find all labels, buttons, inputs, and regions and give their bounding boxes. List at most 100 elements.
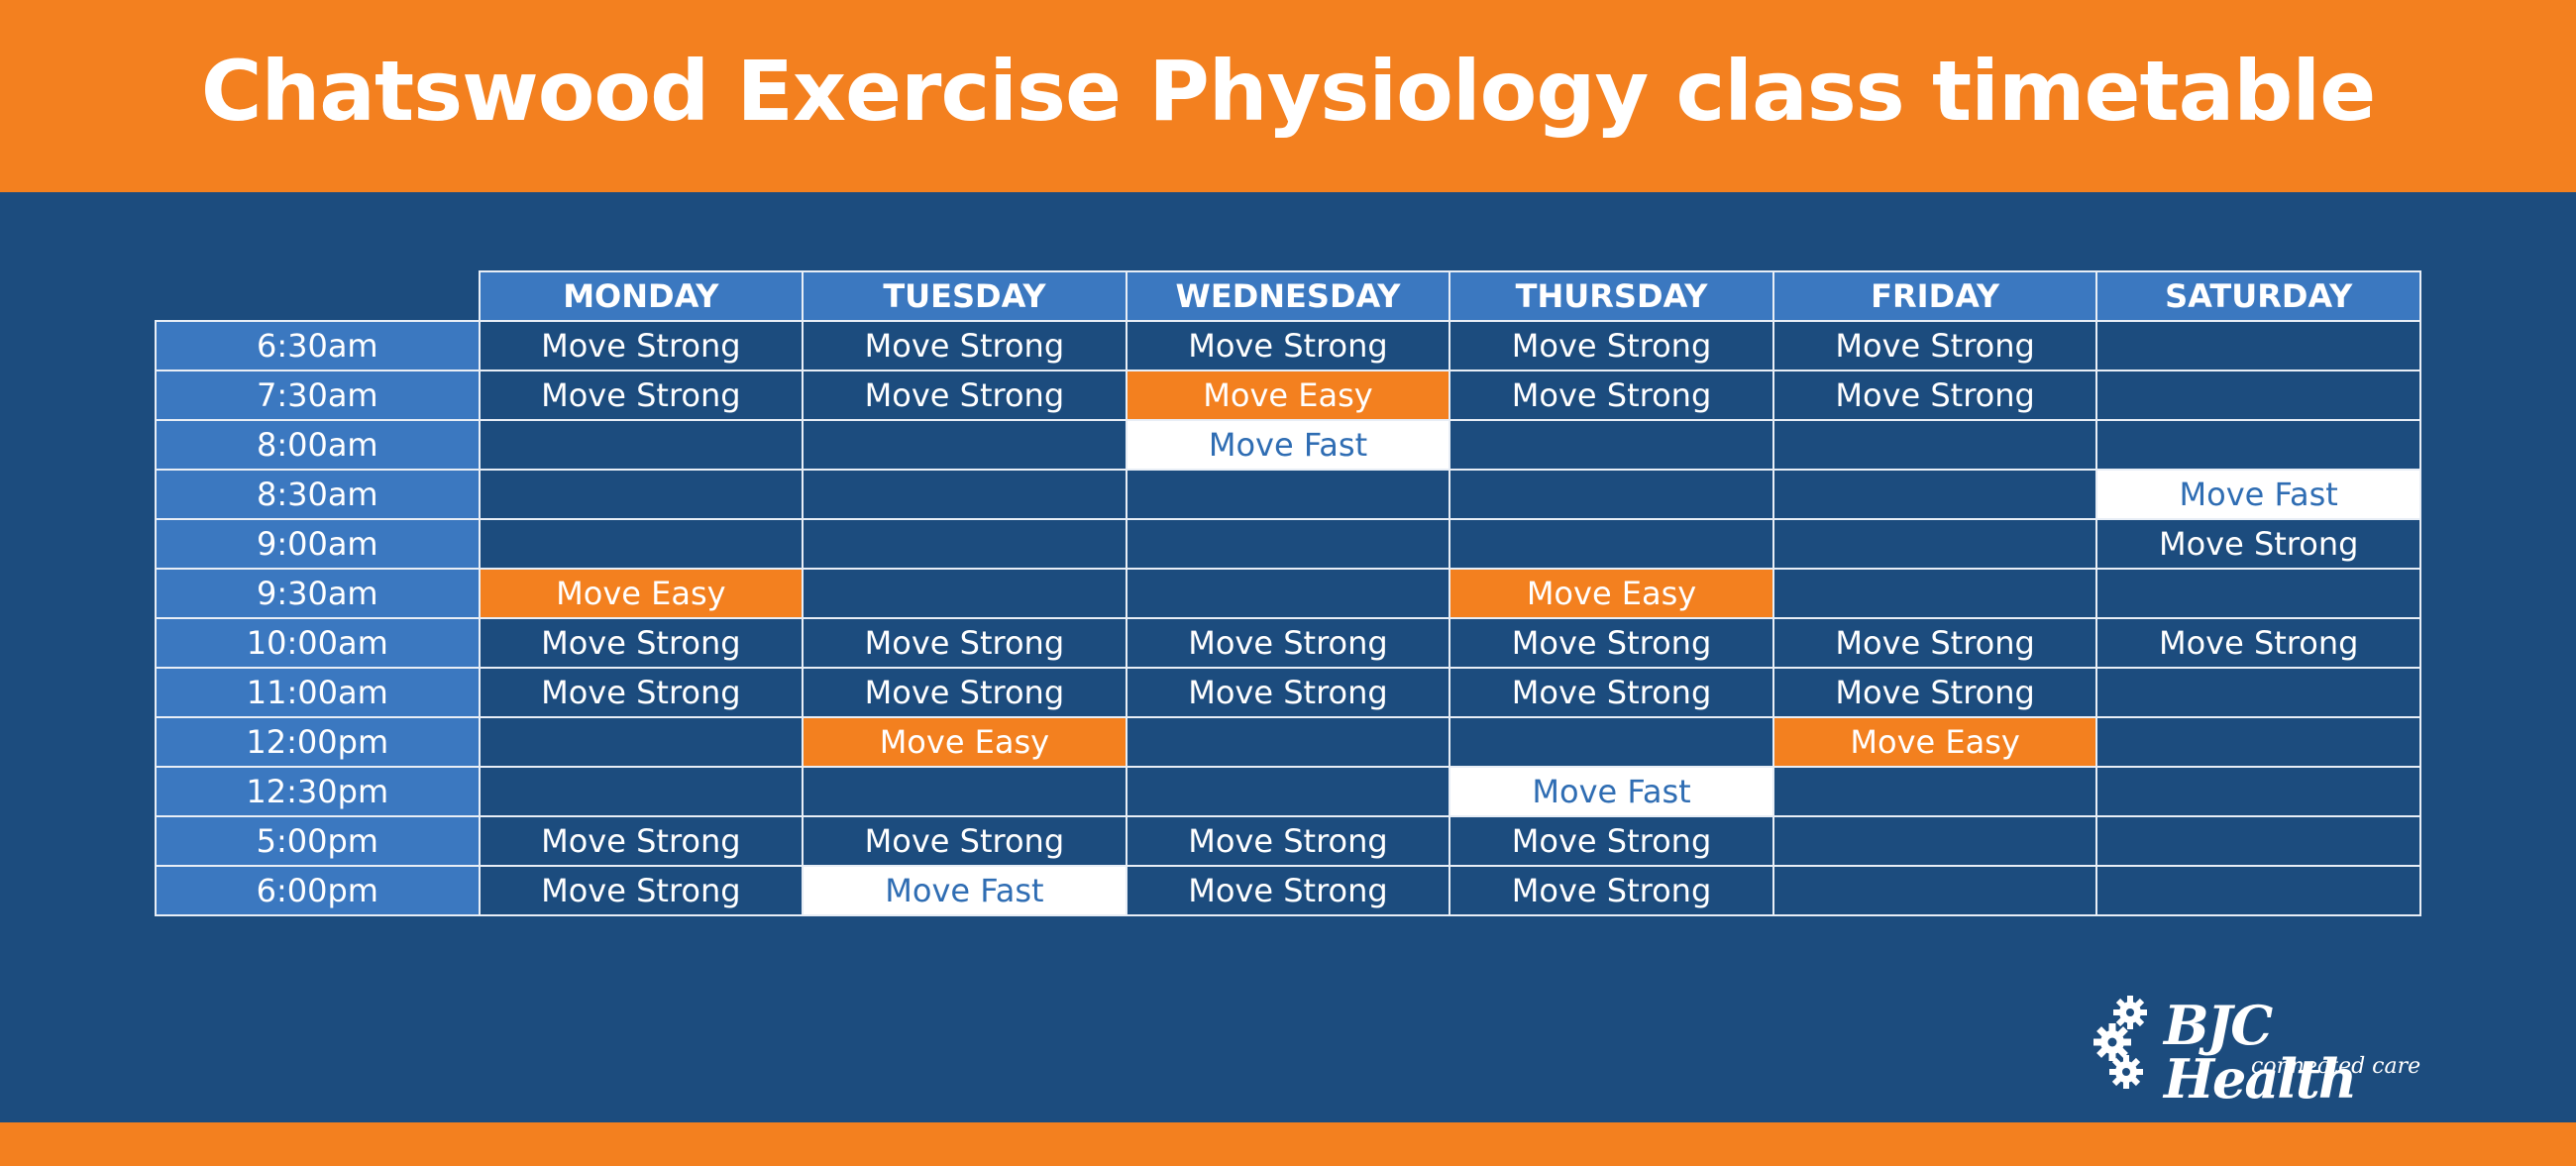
title-banner: Chatswood Exercise Physiology class time… [0, 0, 2576, 192]
class-cell-friday: Move Strong [1771, 320, 2098, 371]
timetable-body: 6:30am Move Strong Move Strong Move Strong M… [155, 320, 2421, 916]
empty-cell-thursday [1449, 469, 1774, 520]
empty-cell-monday [478, 469, 805, 520]
day-header-friday: FRIDAY [1771, 270, 2098, 322]
empty-cell-monday [478, 419, 805, 471]
empty-cell-friday [1771, 518, 2098, 570]
empty-cell-thursday [1449, 419, 1774, 471]
empty-cell-saturday [2095, 865, 2421, 916]
empty-cell-monday [478, 518, 805, 570]
time-slot-label: 12:00pm [155, 716, 481, 768]
class-cell-monday: Move Strong [478, 865, 805, 916]
empty-cell-thursday [1449, 518, 1774, 570]
class-cell-monday: Move Easy [478, 568, 805, 619]
class-cell-friday: Move Strong [1771, 617, 2098, 669]
class-cell-wednesday: Move Strong [1125, 667, 1451, 718]
empty-cell-saturday [2095, 667, 2421, 718]
empty-cell-tuesday [802, 518, 1127, 570]
table-row: 12:00pm Move Easy Move Easy [155, 716, 2421, 768]
time-slot-label: 7:30am [155, 370, 481, 421]
table-row: 7:30am Move Strong Move Strong Move Easy Mov… [155, 370, 2421, 421]
empty-cell-tuesday [802, 568, 1127, 619]
empty-cell-friday [1771, 815, 2098, 867]
class-cell-monday: Move Strong [478, 370, 805, 421]
table-row: 11:00am Move Strong Move Strong Move Strong… [155, 667, 2421, 718]
class-cell-monday: Move Strong [478, 667, 805, 718]
class-cell-wednesday: Move Strong [1125, 320, 1451, 371]
table-row: 9:00am Move Strong [155, 518, 2421, 570]
empty-cell-saturday [2095, 716, 2421, 768]
empty-cell-friday [1771, 469, 2098, 520]
table-row: 6:00pm Move Strong Move Fast Move Strong Mov… [155, 865, 2421, 916]
bjc-health-logo: BJC Health connected care [2091, 991, 2427, 1106]
class-cell-thursday: Move Strong [1449, 667, 1774, 718]
time-slot-label: 9:30am [155, 568, 481, 619]
class-cell-monday: Move Strong [478, 617, 805, 669]
class-timetable: MONDAY TUESDAY WEDNESDAY THURSDAY FRIDAY… [155, 270, 2421, 916]
empty-cell-wednesday [1125, 716, 1451, 768]
class-cell-saturday: Move Fast [2095, 469, 2421, 520]
class-cell-monday: Move Strong [478, 815, 805, 867]
class-cell-thursday: Move Strong [1449, 370, 1774, 421]
table-row: 8:00am Move Fast [155, 419, 2421, 471]
table-row: 9:30am Move Easy Move Easy [155, 568, 2421, 619]
logo-wordmark: BJC Health [2164, 994, 2357, 1111]
class-cell-thursday: Move Strong [1449, 865, 1774, 916]
empty-cell-tuesday [802, 766, 1127, 817]
class-cell-tuesday: Move Strong [802, 320, 1127, 371]
class-cell-thursday: Move Easy [1449, 568, 1774, 619]
class-cell-tuesday: Move Strong [802, 667, 1127, 718]
class-cell-thursday: Move Strong [1449, 320, 1774, 371]
logo-tagline: connected care [2251, 1054, 2421, 1079]
class-cell-tuesday: Move Strong [802, 370, 1127, 421]
empty-cell-tuesday [802, 469, 1127, 520]
corner-cell [156, 271, 480, 321]
day-header-row: MONDAY TUESDAY WEDNESDAY THURSDAY FRIDAY… [156, 270, 2421, 322]
empty-cell-saturday [2095, 419, 2421, 471]
empty-cell-saturday [2095, 370, 2421, 421]
page-title: Chatswood Exercise Physiology class time… [200, 43, 2376, 140]
time-slot-label: 11:00am [155, 667, 481, 718]
time-slot-label: 6:30am [155, 320, 481, 371]
class-cell-saturday: Move Strong [2095, 518, 2421, 570]
empty-cell-wednesday [1125, 518, 1451, 570]
class-cell-tuesday: Move Easy [802, 716, 1127, 768]
class-cell-tuesday: Move Strong [802, 815, 1127, 867]
day-header-saturday: SATURDAY [2095, 270, 2421, 322]
class-cell-wednesday: Move Strong [1125, 815, 1451, 867]
time-slot-label: 10:00am [155, 617, 481, 669]
class-cell-friday: Move Easy [1771, 716, 2098, 768]
empty-cell-wednesday [1125, 469, 1451, 520]
day-header-tuesday: TUESDAY [802, 270, 1127, 322]
class-cell-friday: Move Strong [1771, 370, 2098, 421]
empty-cell-saturday [2095, 815, 2421, 867]
time-slot-label: 8:30am [155, 469, 481, 520]
table-row: 12:30pm Move Fast [155, 766, 2421, 817]
class-cell-tuesday: Move Fast [802, 865, 1127, 916]
day-header-wednesday: WEDNESDAY [1125, 270, 1451, 322]
footer-band [0, 1122, 2576, 1166]
empty-cell-friday [1771, 766, 2098, 817]
empty-cell-friday [1771, 865, 2098, 916]
class-cell-tuesday: Move Strong [802, 617, 1127, 669]
empty-cell-friday [1771, 568, 2098, 619]
time-slot-label: 6:00pm [155, 865, 481, 916]
class-cell-thursday: Move Strong [1449, 617, 1774, 669]
empty-cell-wednesday [1125, 568, 1451, 619]
table-row: 10:00am Move Strong Move Strong Move Strong… [155, 617, 2421, 669]
class-cell-friday: Move Strong [1771, 667, 2098, 718]
empty-cell-friday [1771, 419, 2098, 471]
empty-cell-saturday [2095, 766, 2421, 817]
empty-cell-thursday [1449, 716, 1774, 768]
class-cell-thursday: Move Strong [1449, 815, 1774, 867]
time-slot-label: 12:30pm [155, 766, 481, 817]
empty-cell-monday [478, 716, 805, 768]
empty-cell-saturday [2095, 320, 2421, 371]
time-slot-label: 5:00pm [155, 815, 481, 867]
empty-cell-tuesday [802, 419, 1127, 471]
empty-cell-monday [478, 766, 805, 817]
day-header-thursday: THURSDAY [1449, 270, 1774, 322]
class-cell-monday: Move Strong [478, 320, 805, 371]
time-slot-label: 8:00am [155, 419, 481, 471]
empty-cell-saturday [2095, 568, 2421, 619]
